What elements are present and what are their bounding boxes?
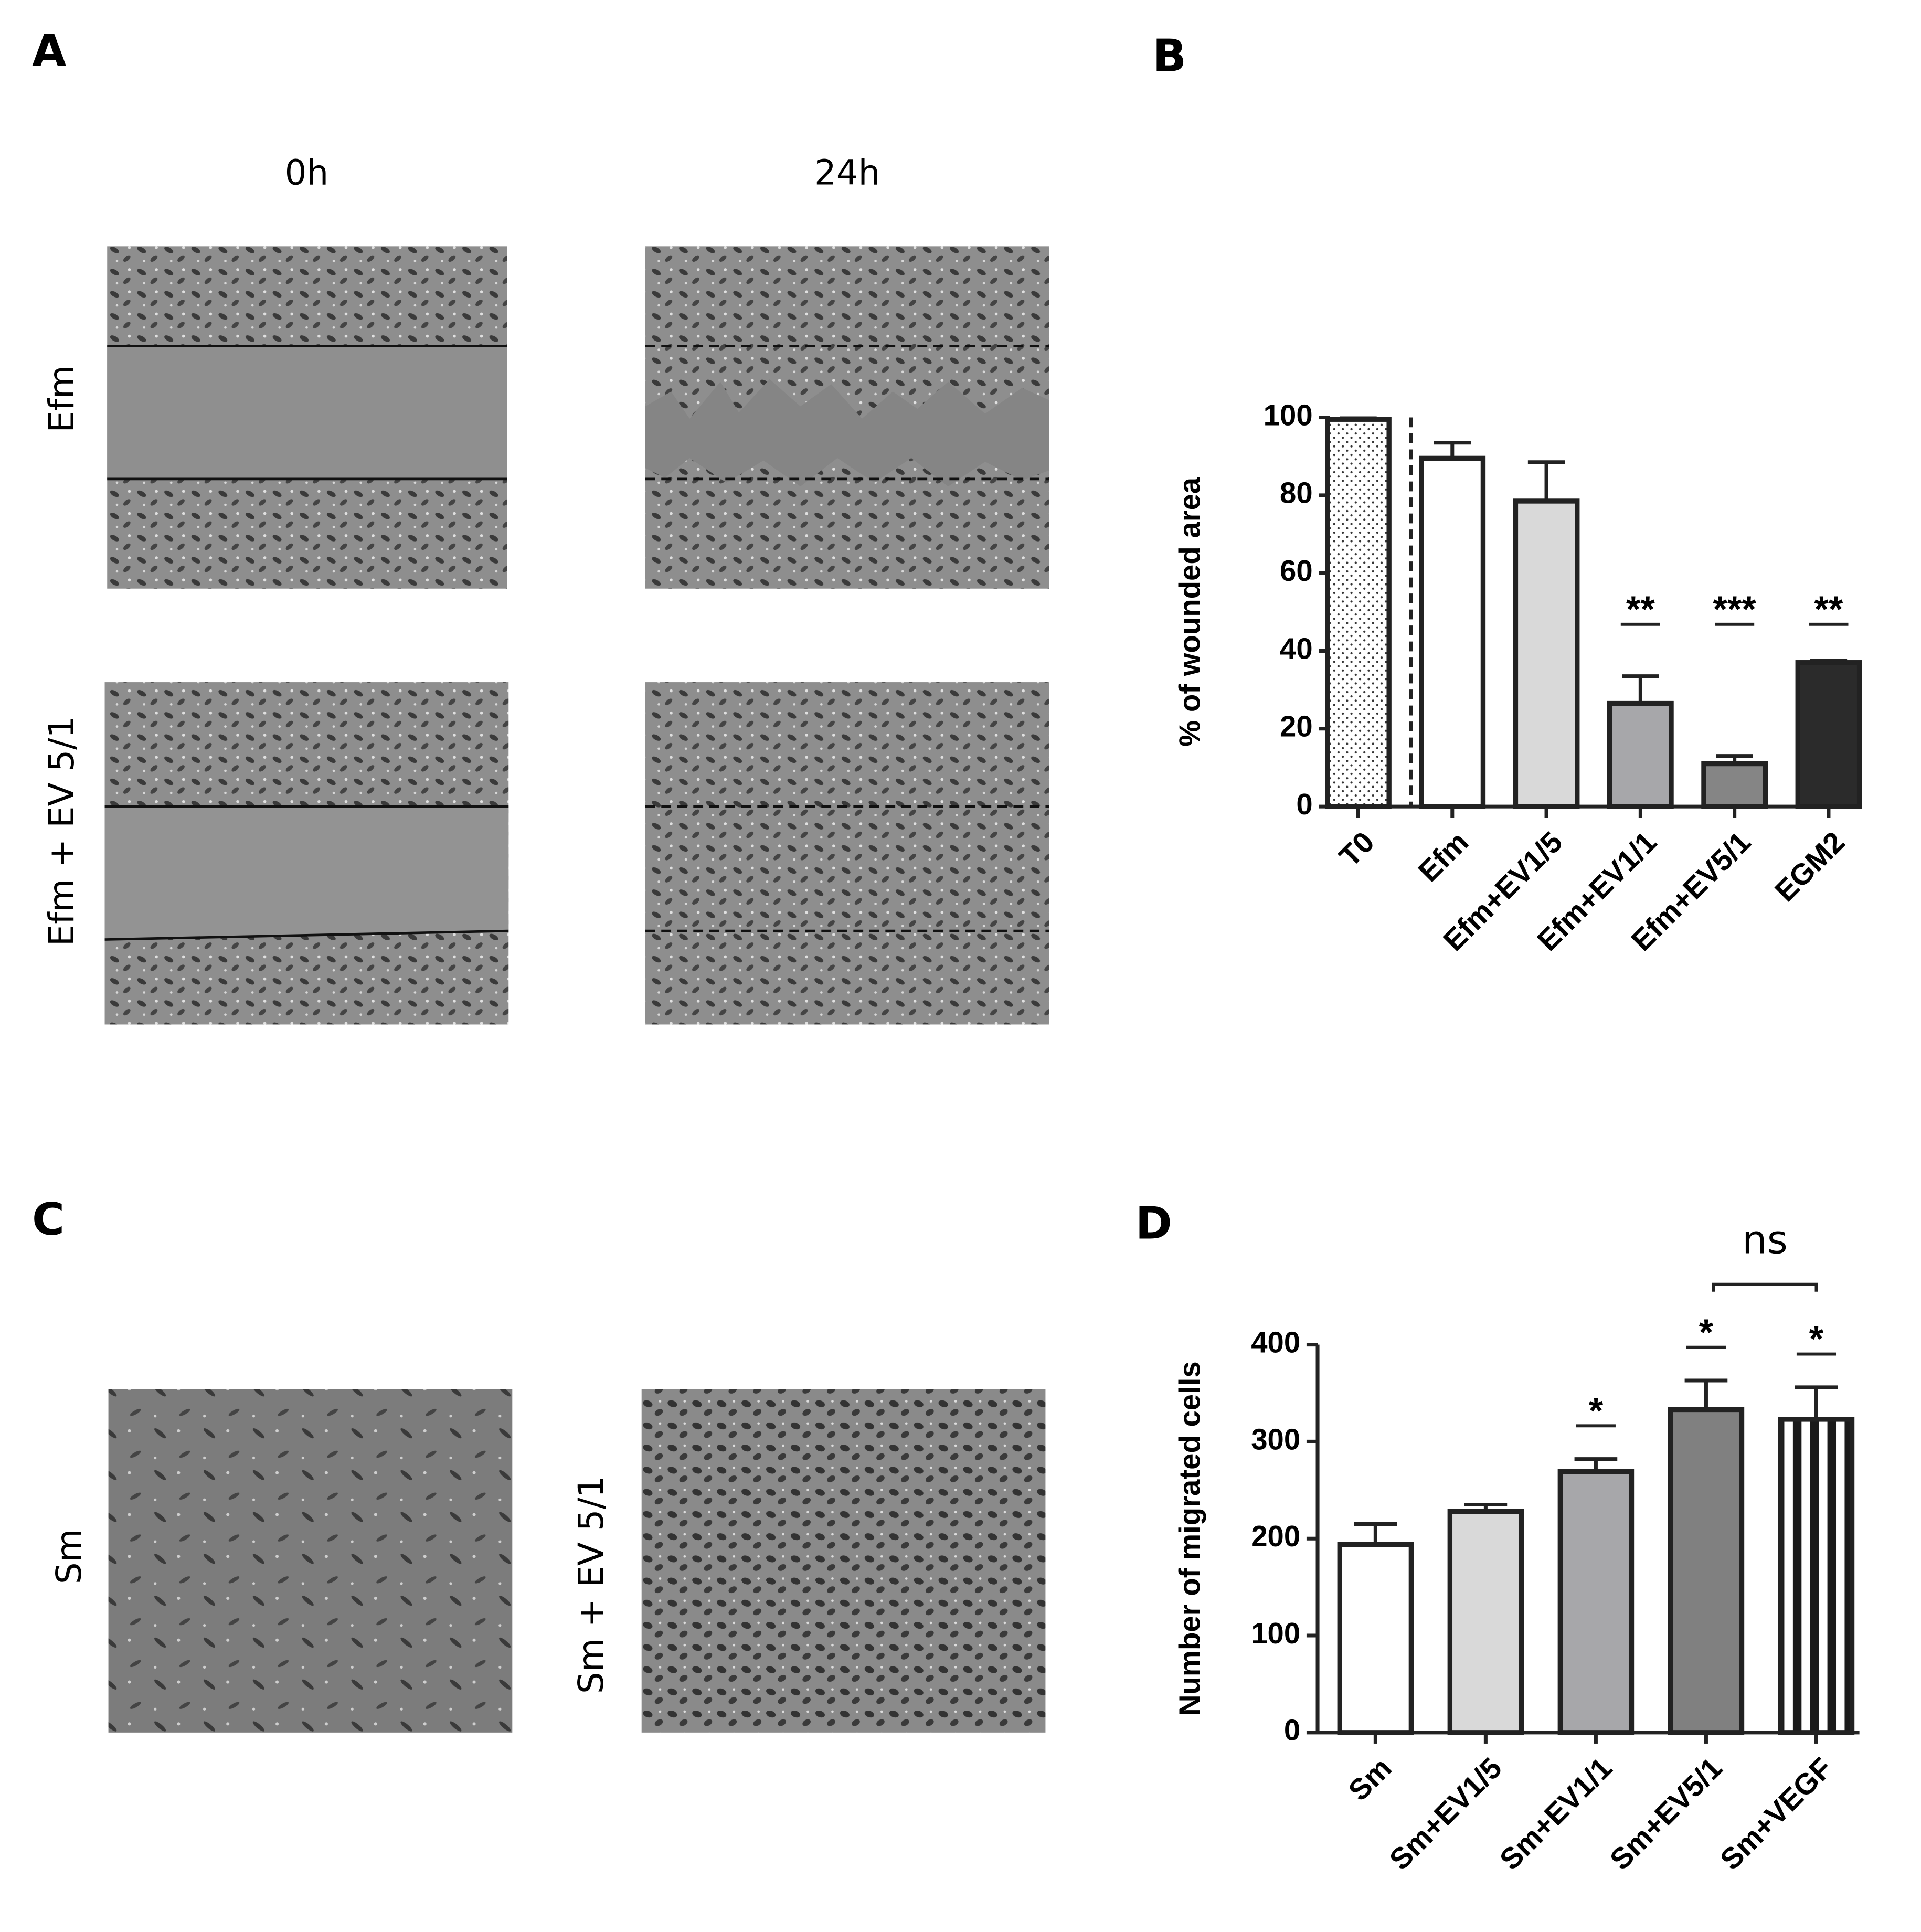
row-label: Efm + EV 5/1	[42, 716, 82, 946]
significance: *	[1699, 1311, 1714, 1353]
y-tick-label: 100	[1264, 398, 1313, 431]
y-tick-label: 0	[1296, 788, 1312, 821]
micrograph	[107, 246, 507, 589]
y-tick-label: 100	[1251, 1617, 1300, 1650]
panel-label: A	[32, 25, 66, 77]
y-tick-label: 60	[1280, 554, 1313, 587]
bar	[1795, 660, 1862, 809]
bracket	[1712, 1282, 1818, 1292]
bar	[1668, 1407, 1745, 1735]
significance: **	[1814, 588, 1843, 630]
micrograph	[104, 682, 509, 1025]
column-label: 24h	[814, 153, 880, 193]
micrograph	[645, 246, 1049, 589]
y-axis-label: Number of migrated cells	[1173, 1361, 1206, 1716]
x-tick-label: EGM2	[1768, 825, 1851, 908]
bar	[1419, 455, 1486, 809]
bar	[1325, 417, 1392, 809]
bar	[1513, 498, 1580, 809]
bar	[1557, 1469, 1635, 1735]
y-tick-label: 40	[1280, 632, 1313, 665]
micrograph	[108, 1389, 513, 1733]
bar	[1607, 700, 1674, 809]
x-tick-label: Sm+VEGF	[1714, 1751, 1839, 1876]
y-tick-label: 20	[1280, 710, 1313, 743]
significance: *	[1809, 1318, 1824, 1360]
micrograph	[645, 682, 1049, 1025]
panel-label: B	[1153, 30, 1186, 82]
x-tick-label: Sm	[1342, 1751, 1398, 1807]
x-tick-label: Sm+EV1/5	[1383, 1751, 1508, 1876]
y-tick-label: 300	[1251, 1423, 1300, 1456]
x-tick-label: Sm+EV5/1	[1604, 1751, 1728, 1876]
bar	[1701, 761, 1768, 809]
panel-label: D	[1135, 1197, 1172, 1249]
panel-label: C	[32, 1194, 65, 1245]
significance: **	[1626, 588, 1655, 630]
y-tick-label: 80	[1280, 476, 1313, 509]
bar	[1778, 1417, 1855, 1735]
x-tick-label: T0	[1333, 825, 1381, 873]
micrograph	[641, 1389, 1046, 1733]
row-label: Efm	[42, 365, 82, 433]
bracket-label: ns	[1742, 1216, 1788, 1262]
y-tick-label: 200	[1251, 1520, 1300, 1553]
y-tick-label: 0	[1284, 1714, 1300, 1747]
x-tick-label: Efm	[1411, 825, 1474, 888]
bar	[1447, 1509, 1524, 1735]
bar	[1337, 1542, 1414, 1735]
x-tick-label: Sm+EV1/1	[1493, 1751, 1618, 1876]
significance: *	[1589, 1389, 1604, 1431]
significance: ***	[1713, 588, 1757, 630]
image-label: Sm + EV 5/1	[571, 1475, 611, 1694]
y-axis-label: % of wounded area	[1173, 477, 1206, 747]
image-label: Sm	[49, 1528, 89, 1584]
column-label: 0h	[285, 153, 328, 193]
y-tick-label: 400	[1251, 1325, 1300, 1358]
